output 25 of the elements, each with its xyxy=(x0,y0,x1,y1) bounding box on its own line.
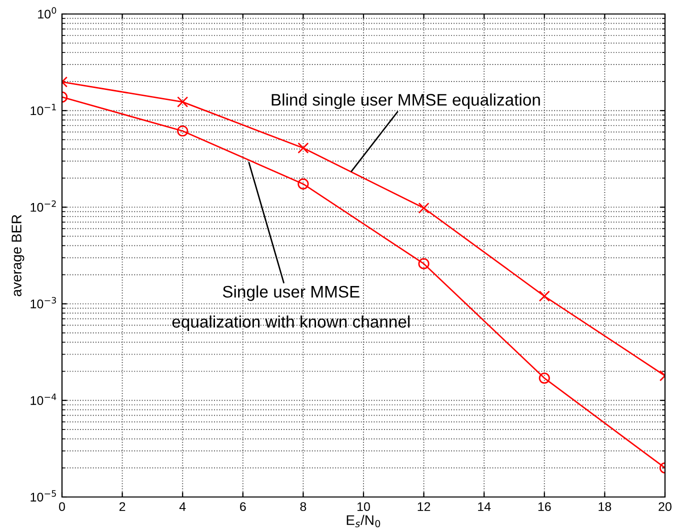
x-tick-label: 6 xyxy=(240,502,246,512)
x-tick-label: 4 xyxy=(179,502,186,511)
y-tick-label: 10$^{−2}$ xyxy=(30,200,56,212)
point xyxy=(418,202,430,214)
x-tick-label: 10 xyxy=(358,502,370,512)
x-tick-label: 12 xyxy=(418,502,430,511)
y-tick-label: 10$^{−3}$ xyxy=(30,296,56,308)
y-tick-label: 10$^{0}$ xyxy=(38,7,56,19)
annotation: Single user MMSE equalization with known channel xyxy=(172,285,410,332)
x-tick-label: 16 xyxy=(538,502,551,512)
point xyxy=(298,178,309,190)
x-tick-label: 2 xyxy=(119,502,126,511)
x-tick-label: 20 xyxy=(658,502,672,512)
x-tick-label: 18 xyxy=(598,502,612,512)
x-tick-label: 0 xyxy=(59,502,65,512)
annotation: Blind single user MMSE equalization xyxy=(272,93,540,110)
y-tick-label: 10$^{−4}$ xyxy=(30,394,56,405)
x-tick-label: 14 xyxy=(478,502,491,511)
y-tick-label: 10$^{−1}$ xyxy=(30,104,56,116)
y-tick-label: 10$^{−5}$ xyxy=(30,490,56,502)
x-axis-title: E$_{s}$/N$_{0}$ xyxy=(346,514,380,528)
x-tick-label: 8 xyxy=(300,502,306,512)
point xyxy=(418,258,430,270)
y-axis-title: average BER xyxy=(12,214,24,296)
point xyxy=(298,142,309,154)
